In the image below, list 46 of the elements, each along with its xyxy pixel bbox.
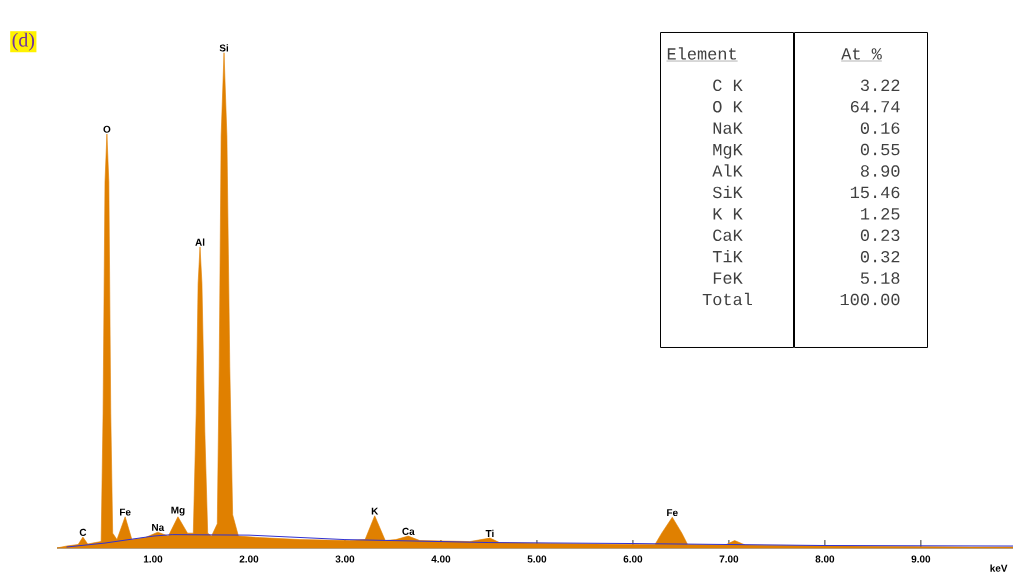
x-tick-label: 9.00 — [911, 555, 931, 563]
x-tick-label: 6.00 — [623, 555, 643, 563]
annotation: Si — [219, 44, 229, 52]
x-axis-title: keV — [990, 564, 1008, 572]
annotation: Al — [195, 238, 205, 246]
x-tick-label: 5.00 — [527, 555, 547, 563]
annotation: MgK — [713, 144, 743, 159]
chart-title: (d) — [12, 32, 35, 51]
annotation: SiK — [712, 185, 743, 199]
annotation: 0.16 — [860, 122, 900, 134]
annotation: TiK — [712, 250, 743, 263]
annotation: K K — [713, 208, 743, 220]
x-tick-label: 8.00 — [815, 555, 835, 563]
annotation: Fe — [667, 509, 678, 517]
annotation: Element — [667, 47, 736, 60]
annotation: O — [103, 125, 111, 133]
annotation: K — [371, 507, 379, 515]
annotation: 5.18 — [860, 272, 900, 284]
x-tick-label: 7.00 — [719, 555, 739, 563]
annotation: O K — [713, 101, 743, 113]
x-tick-label: 4.00 — [431, 555, 451, 563]
annotation: FeK — [713, 272, 743, 284]
annotation: 3.22 — [860, 79, 900, 92]
annotation: AlK — [712, 164, 743, 177]
annotation: 0.55 — [860, 143, 900, 156]
annotation: 1.25 — [861, 208, 900, 220]
annotation: 8.90 — [860, 165, 900, 177]
annotation: Na — [152, 524, 165, 531]
annotation: C — [79, 528, 87, 536]
x-tick-label: 3.00 — [335, 555, 355, 563]
x-tick-label: 2.00 — [239, 555, 259, 563]
annotation: 100.00 — [840, 293, 900, 306]
annotation: Mg — [171, 506, 185, 516]
annotation: Fe — [120, 508, 131, 516]
annotation: 0.23 — [860, 229, 900, 242]
annotation: 64.74 — [850, 101, 900, 113]
annotation: C K — [713, 79, 743, 92]
annotation: 0.32 — [860, 250, 900, 263]
annotation: Ca — [402, 527, 415, 535]
annotation: Ti — [485, 529, 494, 537]
annotation: At % — [841, 48, 882, 60]
x-tick-label: 1.00 — [143, 555, 163, 563]
annotation: Total — [702, 292, 752, 306]
annotation: NaK — [713, 122, 743, 134]
annotation: 15.46 — [850, 186, 900, 199]
annotation: CaK — [713, 229, 743, 242]
